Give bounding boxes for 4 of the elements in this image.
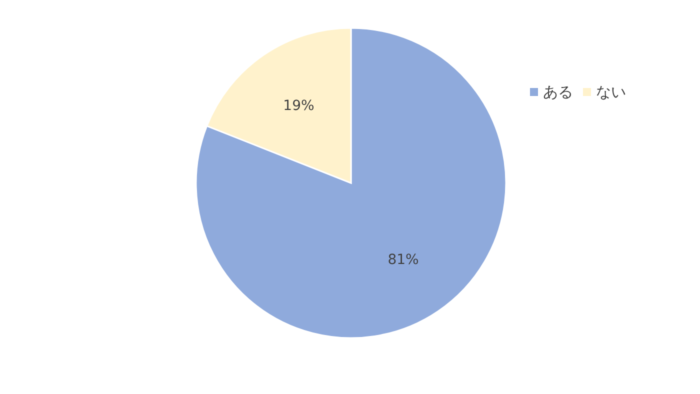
data-label: 81% [388,252,419,268]
data-label: 19% [283,98,314,114]
legend-label: ある [543,83,573,101]
legend-label: ない [596,83,626,101]
